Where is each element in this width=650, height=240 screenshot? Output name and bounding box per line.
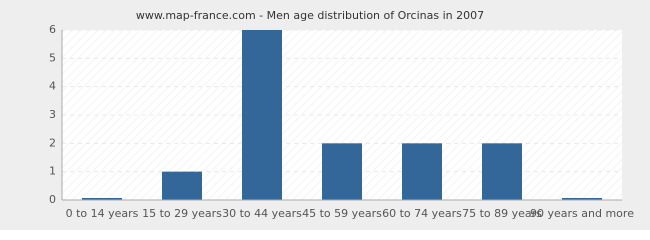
y-tick-label: 2 — [49, 136, 56, 149]
x-tick-label: 15 to 29 years — [142, 207, 222, 220]
chart-title: www.map-france.com - Men age distributio… — [136, 9, 484, 22]
x-tick-label: 30 to 44 years — [222, 207, 302, 220]
y-tick-label: 0 — [49, 193, 56, 206]
y-tick-label: 5 — [49, 51, 56, 64]
x-tick-label: 0 to 14 years — [66, 207, 139, 220]
y-tick-label: 4 — [49, 80, 56, 93]
x-tick-label: 75 to 89 years — [462, 207, 542, 220]
y-tick-label: 6 — [49, 23, 56, 36]
bar — [402, 143, 442, 200]
y-tick-label: 3 — [49, 108, 56, 121]
x-tick-label: 45 to 59 years — [302, 207, 382, 220]
bar — [82, 198, 122, 200]
bar — [482, 143, 522, 200]
x-tick-label: 90 years and more — [530, 207, 634, 220]
y-tick-label: 1 — [49, 165, 56, 178]
bar — [322, 143, 362, 200]
bar — [562, 198, 602, 200]
bar — [162, 171, 202, 200]
chart: www.map-france.com - Men age distributio… — [0, 0, 650, 230]
x-tick-label: 60 to 74 years — [382, 207, 462, 220]
bar — [242, 30, 282, 200]
